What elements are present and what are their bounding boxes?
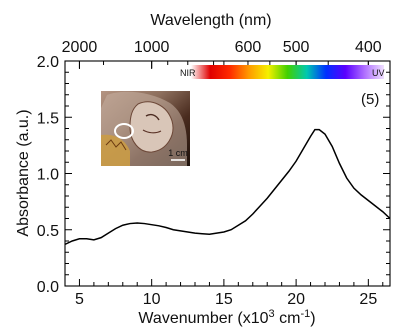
uv-label: UV: [372, 68, 385, 78]
top-tick-label: 400: [355, 39, 382, 56]
y-tick-label: 0.0: [37, 279, 59, 296]
top-axis-ticks: 2000 1000 600 500 400: [62, 39, 382, 69]
x-tick-label: 5: [75, 291, 84, 308]
x-tick-label: 15: [215, 291, 233, 308]
x-tick-label: 25: [359, 291, 377, 308]
x-tick-label: 10: [143, 291, 161, 308]
y-tick-label: 1.0: [37, 167, 59, 184]
top-tick-label: 500: [283, 39, 310, 56]
y-tick-label: 0.5: [37, 223, 59, 240]
top-tick-label: 600: [235, 39, 262, 56]
artwork-inset-image: 1 cm: [101, 91, 190, 166]
top-axis-title: Wavelength (nm): [150, 12, 271, 29]
panel-label: (5): [361, 91, 379, 108]
absorbance-spectrum-line: [64, 128, 391, 246]
visible-spectrum-bar: [191, 65, 384, 79]
x-tick-label: 20: [287, 291, 305, 308]
analysis-spot-marker: [114, 123, 134, 139]
y-tick-label: 2.0: [37, 54, 59, 71]
nir-label: NIR: [180, 68, 196, 78]
y-axis-ticks: 0.0 0.5 1.0 1.5 2.0: [37, 54, 390, 296]
x-axis-title: Wavenumber (x103 cm-1): [138, 308, 315, 327]
top-tick-label: 1000: [134, 39, 170, 56]
y-tick-label: 1.5: [37, 110, 59, 127]
scale-bar-label: 1 cm: [168, 148, 188, 158]
y-axis-title: Absorbance (a.u.): [15, 109, 32, 236]
top-tick-label: 2000: [62, 39, 98, 56]
